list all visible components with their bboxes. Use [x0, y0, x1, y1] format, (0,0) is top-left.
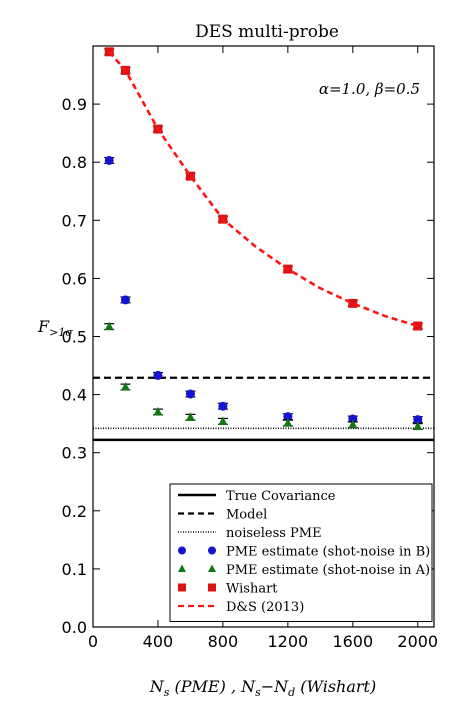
y-axis-label: F>1σ: [37, 317, 73, 339]
data-point: [153, 407, 163, 416]
data-point: [185, 171, 195, 181]
svg-text:F>1σ: F>1σ: [37, 317, 73, 339]
legend-entry: noiseless PME: [178, 526, 322, 541]
svg-text:Ns (PME) , Ns−Nd (Wishart): Ns (PME) , Ns−Nd (Wishart): [149, 677, 376, 699]
series-line: [108, 50, 419, 328]
x-tick-label: 1200: [267, 632, 308, 651]
legend-entry: PME estimate (shot-noise in B): [178, 545, 430, 560]
x-tick-label: 800: [208, 632, 239, 651]
legend-swatch: [208, 546, 216, 555]
legend-entry: Wishart: [178, 582, 278, 597]
legend-label: D&S (2013): [226, 600, 304, 615]
y-tick-label: 0.0: [62, 618, 87, 637]
legend-entry: True Covariance: [178, 489, 336, 504]
legend-label: Model: [226, 508, 267, 523]
y-tick-label: 0.4: [62, 386, 87, 405]
data-point: [104, 155, 114, 165]
series-3: [108, 50, 419, 328]
chart-title: DES multi-probe: [195, 22, 339, 42]
series-0: [104, 155, 423, 425]
data-point: [348, 298, 358, 308]
legend: True Covariance Model noiseless PME PME est…: [169, 483, 433, 622]
x-tick-label: 2000: [397, 632, 438, 651]
x-tick-label: 400: [143, 632, 174, 651]
y-tick-label: 0.8: [62, 153, 87, 172]
data-point: [413, 321, 423, 331]
legend-label: PME estimate (shot-noise in A): [226, 563, 430, 578]
series-1: [104, 321, 423, 431]
legend-swatch: [208, 583, 216, 592]
data-point: [218, 416, 228, 425]
legend-label: True Covariance: [226, 489, 336, 504]
y-tick-label: 0.5: [62, 328, 87, 347]
y-tick-label: 0.9: [62, 95, 87, 114]
legend-label: PME estimate (shot-noise in B): [226, 545, 430, 560]
data-point: [185, 389, 195, 399]
data-point: [413, 415, 423, 425]
legend-box: [169, 483, 433, 622]
legend-entry: Model: [178, 508, 267, 523]
data-point: [153, 370, 163, 380]
y-tick-label: 0.7: [62, 211, 87, 230]
data-point: [348, 419, 358, 429]
data-point: [104, 321, 114, 331]
plot-area: 0.0 0.1 0.2 0.3 0.4 0.5 0.6 0.7 0.8 0.9 0 400 800 120…: [62, 45, 438, 651]
data-point: [218, 401, 228, 411]
legend-swatch: [208, 564, 216, 572]
annotation-text: α=1.0, β=0.5: [319, 80, 420, 98]
data-point: [120, 382, 130, 391]
legend-label: noiseless PME: [226, 526, 322, 541]
data-point: [348, 414, 358, 424]
legend-swatch: [178, 564, 186, 572]
x-axis-label: Ns (PME) , Ns−Nd (Wishart): [149, 677, 376, 699]
data-point: [413, 421, 423, 431]
y-tick-label: 0.3: [62, 444, 87, 463]
x-tick-label: 0: [88, 632, 98, 651]
y-tick-label: 0.1: [62, 560, 87, 579]
data-point: [283, 412, 293, 422]
legend-entry: D&S (2013): [178, 600, 304, 615]
y-tick-label: 0.6: [62, 269, 87, 288]
annotation-alpha-beta: α=1.0, β=0.5: [319, 80, 420, 98]
legend-label: Wishart: [226, 582, 278, 597]
legend-swatch: [178, 546, 186, 555]
legend-swatch: [178, 583, 186, 592]
data-point: [283, 418, 293, 427]
x-tick-label: 1600: [332, 632, 373, 651]
data-point: [185, 412, 195, 421]
legend-entry: PME estimate (shot-noise in A): [178, 563, 430, 578]
data-point: [120, 295, 130, 305]
y-tick-label: 0.2: [62, 502, 87, 521]
